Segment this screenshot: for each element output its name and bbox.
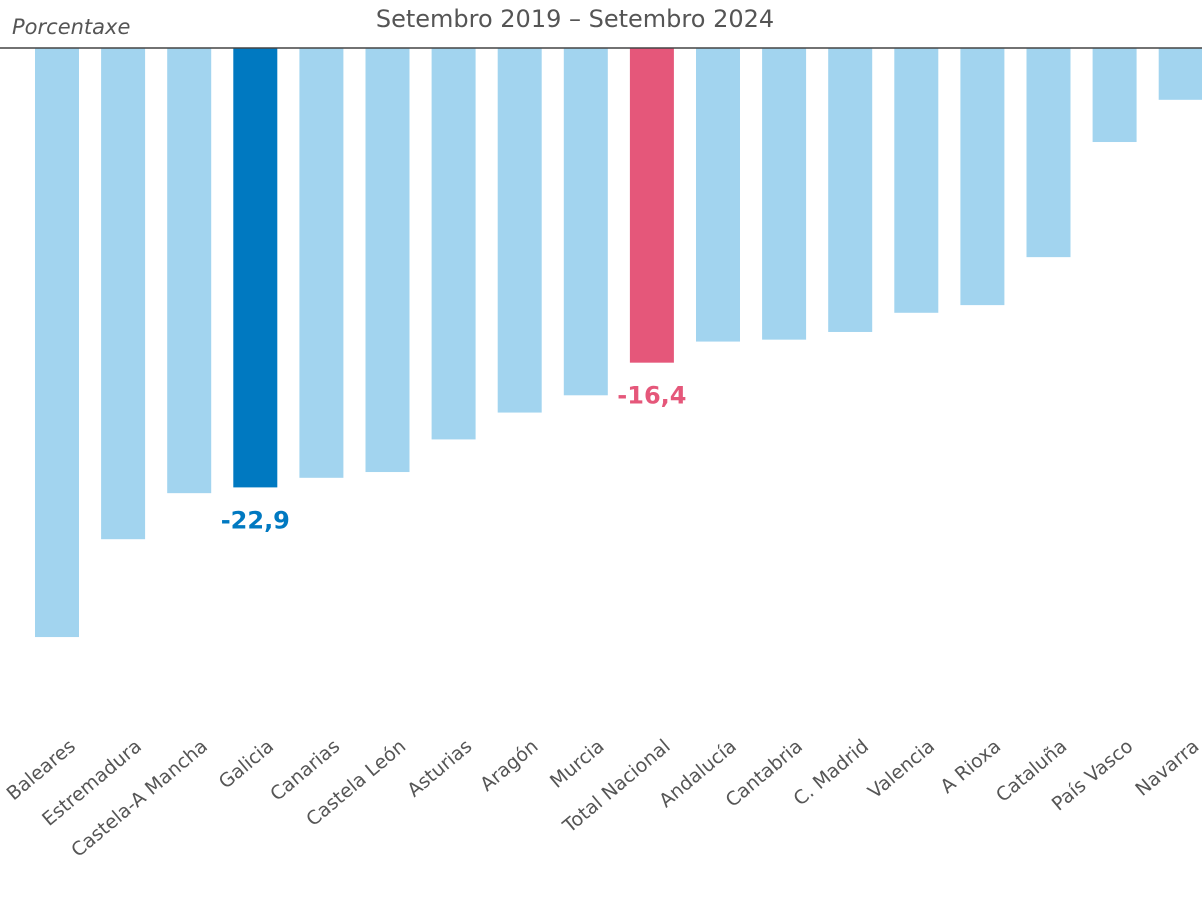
bar: [35, 48, 79, 638]
bar: [365, 48, 410, 473]
bar: [828, 48, 873, 332]
bar: [1158, 48, 1202, 100]
y-axis-label: Porcentaxe: [12, 15, 130, 39]
x-tick-label: Galicia: [215, 735, 278, 793]
data-label: -22,9: [221, 506, 290, 534]
bar: [696, 48, 740, 342]
data-label: -16,4: [617, 382, 686, 410]
bar: [431, 48, 476, 440]
bar: [1026, 48, 1071, 258]
x-tick-label: Murcia: [546, 735, 609, 792]
bar: [299, 48, 344, 478]
bar: [960, 48, 1005, 306]
bar: [233, 48, 278, 488]
bar: [101, 48, 146, 540]
bar: [497, 48, 542, 413]
chart-title: Setembro 2019 – Setembro 2024: [376, 5, 774, 33]
x-tick-label: Navarra: [1131, 735, 1202, 801]
bar: [762, 48, 807, 340]
bar: [894, 48, 939, 313]
x-tick-label: Valencia: [864, 735, 939, 803]
bar: [563, 48, 608, 396]
bar: [629, 48, 674, 363]
bar: [1092, 48, 1137, 143]
x-tick-label: Asturias: [403, 735, 476, 801]
x-tick-label: Aragón: [476, 735, 542, 796]
bar: [167, 48, 212, 494]
